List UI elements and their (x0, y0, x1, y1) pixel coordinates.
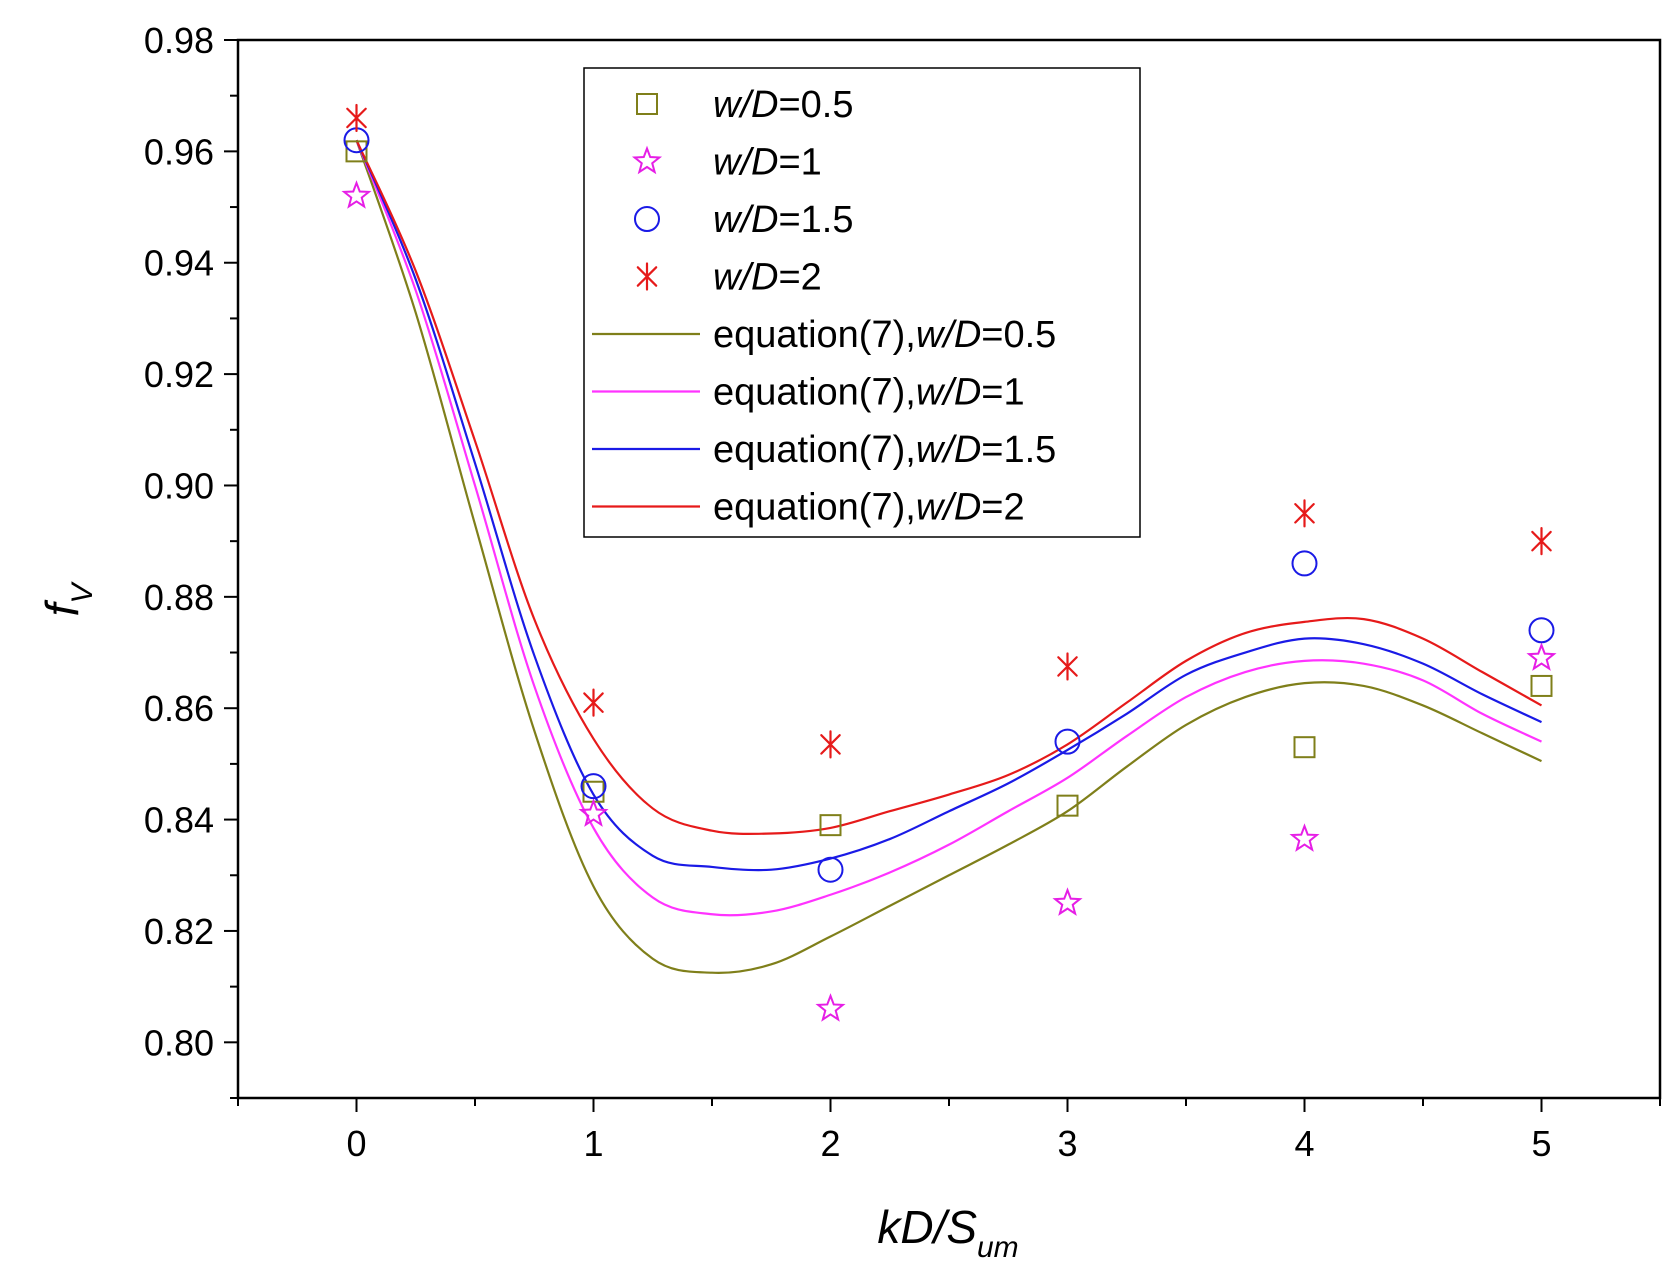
legend-item: equation(7),w/D=1 (592, 372, 1025, 414)
fit-line-1 (355, 139, 1542, 917)
data-point-3-5 (1531, 527, 1552, 556)
x-axis-title-sub: um (977, 1231, 1019, 1264)
x-tick-label: 5 (1531, 1123, 1551, 1164)
data-markers (341, 103, 1557, 1022)
legend-label: equation(7),w/D=1 (713, 372, 1025, 414)
data-point-0-5 (1530, 674, 1553, 697)
y-tick-label: 0.96 (144, 131, 214, 172)
y-tick-label: 0.84 (144, 800, 214, 841)
data-point-2-3 (1054, 728, 1081, 755)
data-point-2-2 (817, 856, 844, 883)
x-tick-label: 4 (1294, 1123, 1314, 1164)
x-tick-label: 3 (1057, 1123, 1077, 1164)
y-tick-label: 0.94 (144, 243, 214, 284)
data-point-3-0 (346, 103, 367, 133)
legend-label: equation(7),w/D=0.5 (713, 314, 1056, 356)
legend-label: w/D=0.5 (713, 84, 853, 126)
data-point-0-0 (345, 140, 368, 163)
data-point-1-2 (815, 993, 846, 1022)
legend-label: equation(7),w/D=1.5 (713, 429, 1056, 471)
fit-line-3 (355, 139, 1543, 836)
legend-item: equation(7),w/D=1.5 (592, 429, 1056, 471)
legend-item: w/D=2 (636, 257, 822, 299)
data-point-3-4 (1294, 499, 1315, 528)
data-point-1-0 (341, 180, 372, 209)
legend-label: equation(7),w/D=2 (713, 487, 1025, 529)
y-axis-title-sub: V (66, 581, 99, 604)
data-point-2-4 (1291, 550, 1318, 577)
x-axis-title-main: kD/S (877, 1201, 977, 1253)
legend-marker (636, 262, 658, 291)
legend-label: w/D=2 (713, 257, 822, 299)
data-point-0-3 (1056, 794, 1079, 817)
data-point-1-4 (1289, 823, 1320, 852)
data-point-2-1 (580, 773, 607, 800)
data-point-3-1 (583, 688, 604, 717)
x-axis: 0 1 2 3 4 5 (237, 1098, 1661, 1164)
data-point-0-2 (819, 814, 842, 837)
y-tick-label: 0.88 (144, 577, 214, 618)
y-tick-label: 0.82 (144, 911, 214, 952)
legend-box (583, 67, 1141, 538)
fit-lines (355, 139, 1543, 974)
legend-label: w/D=1.5 (713, 199, 853, 241)
y-axis: 0.80 0.82 0.84 0.86 0.88 0.90 0.92 0.94 0.96 0.98 (144, 20, 238, 1099)
data-point-1-3 (1052, 887, 1083, 916)
y-axis-title: fV (36, 581, 99, 617)
data-point-3-3 (1057, 652, 1078, 681)
data-point-2-5 (1528, 617, 1555, 644)
legend-item: w/D=1.5 (634, 199, 853, 241)
legend-entries: w/D=0.5 w/D=1 w/D=1.5 w/D=2 equation(7),w/D=… (592, 84, 1056, 529)
legend-item: w/D=0.5 (636, 84, 853, 126)
legend-item: equation(7),w/D=2 (592, 487, 1025, 529)
legend-marker (636, 93, 658, 115)
y-tick-label: 0.92 (144, 354, 214, 395)
fit-line-0 (355, 139, 1542, 974)
legend-item: w/D=1 (631, 142, 822, 184)
x-axis-title: kD/Sum (877, 1201, 1018, 1264)
y-axis-title-main: f (36, 599, 88, 616)
y-tick-label: 0.80 (144, 1022, 214, 1063)
data-point-1-5 (1526, 642, 1557, 671)
x-tick-label: 0 (346, 1123, 366, 1164)
legend-marker (631, 145, 663, 175)
y-tick-label: 0.98 (144, 20, 214, 61)
legend-marker (634, 206, 660, 232)
legend-item: equation(7),w/D=0.5 (592, 314, 1056, 356)
y-tick-label: 0.90 (144, 465, 214, 506)
data-point-0-4 (1293, 736, 1316, 759)
legend-label: w/D=1 (713, 142, 822, 184)
data-point-1-1 (578, 798, 609, 827)
fit-line-2 (355, 139, 1542, 872)
x-tick-label: 1 (583, 1123, 603, 1164)
legend: w/D=0.5 w/D=1 w/D=1.5 w/D=2 equation(7),w/D=… (583, 67, 1141, 538)
x-tick-label: 2 (820, 1123, 840, 1164)
y-tick-label: 0.86 (144, 688, 214, 729)
data-point-3-2 (820, 730, 841, 759)
